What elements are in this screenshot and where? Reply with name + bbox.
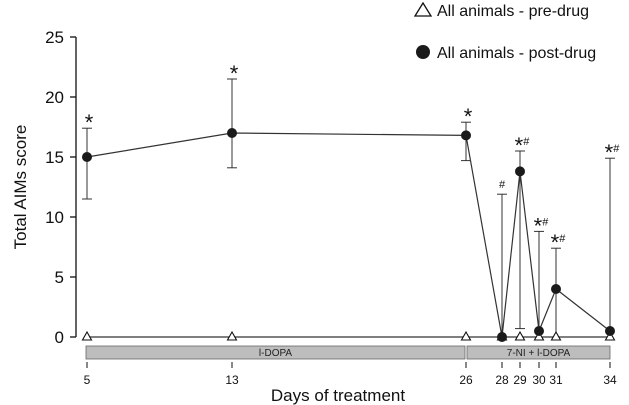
significance-mark: * — [85, 110, 94, 135]
post-drug-point — [515, 166, 525, 177]
y-tick-label: 25 — [45, 28, 64, 47]
significance-annotations: ***#*#*#*#*# — [85, 61, 621, 255]
post-drug-point — [534, 326, 544, 336]
series-line-1 — [86, 132, 611, 338]
pre-drug-point — [550, 330, 562, 341]
post-drug-point — [605, 326, 615, 336]
legend-label-post-drug: All animals - post-drug — [437, 45, 596, 62]
phase-bar — [466, 345, 611, 360]
phase-bar-label: 7-NI + l-DOPA — [507, 348, 571, 359]
pre-drug-point — [514, 330, 526, 341]
post-drug-point — [461, 130, 471, 141]
legend-label-pre-drug: All animals - pre-drug — [437, 3, 589, 20]
treatment-phase-bars: l-DOPA 7-NI + l-DOPA — [85, 345, 611, 360]
x-tick-label: 29 — [513, 373, 527, 387]
phase-bar-label: l-DOPA — [259, 348, 292, 359]
y-tick-label: 20 — [45, 88, 64, 107]
x-tick-label: 31 — [549, 373, 563, 387]
y-tick-label: 0 — [55, 328, 64, 347]
markers — [81, 128, 616, 342]
y-tick-label: 10 — [45, 208, 64, 227]
post-drug-point — [82, 152, 92, 162]
y-ticks: 0 5 10 15 20 25 — [45, 28, 76, 347]
x-tick-label: 28 — [495, 373, 509, 387]
y-axis-label: Total AIMs score — [11, 125, 30, 250]
significance-mark: * — [230, 61, 239, 86]
pre-drug-point — [226, 330, 238, 341]
post-drug-point — [227, 128, 237, 138]
x-axis-label: Days of treatment — [271, 386, 405, 405]
significance-mark: # — [499, 179, 506, 191]
significance-mark: *# — [605, 140, 621, 165]
legend: All animals - pre-drug All animals - pos… — [413, 1, 596, 62]
significance-mark: *# — [515, 133, 531, 158]
x-tick-label: 34 — [603, 373, 617, 387]
x-tick-label: 5 — [84, 373, 91, 387]
pre-drug-point — [81, 330, 93, 341]
legend-circle-icon — [416, 45, 430, 59]
series-lines — [86, 132, 611, 338]
y-tick-label: 5 — [55, 268, 64, 287]
significance-mark: *# — [551, 230, 567, 255]
x-tick-label: 26 — [459, 373, 473, 387]
y-tick-label: 15 — [45, 148, 64, 167]
significance-mark: * — [464, 104, 473, 129]
post-drug-point — [497, 332, 507, 342]
pre-drug-point — [460, 330, 472, 341]
x-tick-label: 30 — [532, 373, 546, 387]
x-ticks: 5 13 26 28 29 30 31 34 — [84, 362, 617, 387]
x-tick-label: 13 — [225, 373, 239, 387]
significance-mark: *# — [534, 213, 550, 238]
post-drug-point — [551, 284, 561, 294]
phase-bar — [85, 345, 466, 360]
error-bars — [82, 78, 615, 337]
legend-triangle-icon — [413, 1, 433, 17]
